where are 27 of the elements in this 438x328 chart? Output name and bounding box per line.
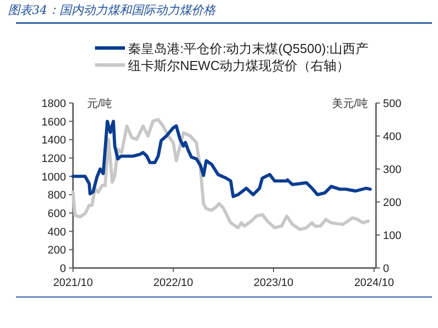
legend-label: 秦皇岛港:平仓价:动力末煤(Q5500):山西产 — [128, 41, 369, 56]
legend-label: 纽卡斯尔NEWC动力煤现货价（右轴） — [128, 58, 350, 73]
y-tick-label: 800 — [48, 190, 66, 202]
y2-tick-label: 400 — [383, 131, 402, 143]
y2-axis-title: 美元/吨 — [332, 97, 368, 110]
y-tick-label: 1200 — [42, 153, 66, 165]
x-tick-label: 2022/10 — [153, 277, 194, 289]
y-tick-label: 1000 — [42, 171, 66, 184]
y-tick-label: 1800 — [42, 98, 66, 110]
line-series — [71, 120, 372, 198]
y-tick-label: 1400 — [42, 134, 66, 147]
y-axis-title: 元/吨 — [87, 97, 112, 110]
y2-tick-label: 200 — [383, 197, 402, 209]
y-tick-label: 600 — [48, 208, 66, 220]
y2-tick-label: 500 — [383, 98, 402, 110]
line-series — [71, 118, 370, 231]
y-tick-label: 400 — [48, 226, 66, 238]
y2-tick-label: 100 — [383, 230, 402, 242]
y-tick-label: 1600 — [42, 116, 66, 128]
y2-tick-label: 300 — [383, 164, 402, 176]
x-tick-label: 2021/10 — [53, 277, 93, 289]
x-tick-label: 2024/10 — [354, 277, 394, 289]
x-tick-label: 2023/10 — [254, 277, 294, 289]
y-tick-label: 200 — [48, 244, 66, 257]
y-tick-label: 0 — [60, 263, 66, 275]
y2-tick-label: 0 — [383, 263, 390, 275]
chart-title: 图表34：国内动力煤和国际动力煤价格 — [8, 3, 216, 17]
